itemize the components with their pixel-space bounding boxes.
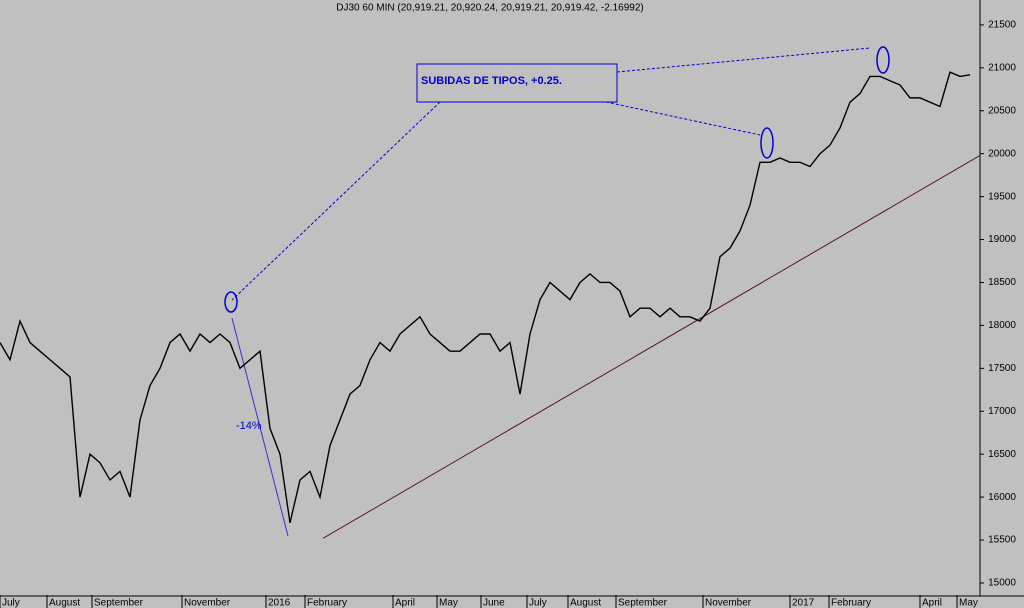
x-tick-label: 2017 xyxy=(792,598,815,608)
annotation: SUBIDAS DE TIPOS, +0.25. xyxy=(421,75,562,87)
drop-line xyxy=(231,317,289,537)
trendline xyxy=(322,154,981,539)
y-tick-label: 20500 xyxy=(988,105,1016,116)
y-tick-label: 17000 xyxy=(988,406,1016,417)
y-tick-label: 21000 xyxy=(988,62,1016,73)
x-tick-label: September xyxy=(618,598,668,608)
y-tick-label: 16000 xyxy=(988,492,1016,503)
y-tick-label: 19000 xyxy=(988,234,1016,245)
connector xyxy=(605,101,761,136)
x-tick-label: February xyxy=(831,598,871,608)
connector xyxy=(616,47,871,73)
x-tick-label: June xyxy=(483,598,505,608)
y-tick-label: 19500 xyxy=(988,191,1016,202)
annotation: -14% xyxy=(236,420,262,432)
x-tick-label: April xyxy=(395,598,415,608)
y-tick-label: 15500 xyxy=(988,535,1016,546)
x-tick-label: February xyxy=(307,598,347,608)
y-tick-label: 21500 xyxy=(988,20,1016,31)
x-tick-label: May xyxy=(439,598,458,608)
y-tick-label: 18500 xyxy=(988,277,1016,288)
highlight xyxy=(760,127,774,159)
x-tick-label: July xyxy=(529,598,547,608)
connector xyxy=(231,101,441,301)
x-tick-label: July xyxy=(2,598,20,608)
y-tick-label: 20000 xyxy=(988,148,1016,159)
x-tick-label: August xyxy=(49,598,80,608)
x-tick-label: August xyxy=(570,598,601,608)
y-tick-label: 15000 xyxy=(988,578,1016,589)
y-tick-label: 17500 xyxy=(988,363,1016,374)
x-tick-label: November xyxy=(184,598,231,608)
price-line xyxy=(0,71,971,524)
x-tick-label: September xyxy=(94,598,144,608)
x-tick-label: May xyxy=(959,598,978,608)
y-tick-label: 18000 xyxy=(988,320,1016,331)
chart-title: DJ30 60 MIN (20,919.21, 20,920.24, 20,91… xyxy=(336,3,643,14)
x-tick-label: 2016 xyxy=(268,598,291,608)
y-tick-label: 16500 xyxy=(988,449,1016,460)
annotation-box xyxy=(416,63,618,103)
highlight xyxy=(224,291,238,313)
x-tick-label: November xyxy=(705,598,752,608)
x-tick-label: April xyxy=(922,598,942,608)
highlight xyxy=(876,46,890,74)
